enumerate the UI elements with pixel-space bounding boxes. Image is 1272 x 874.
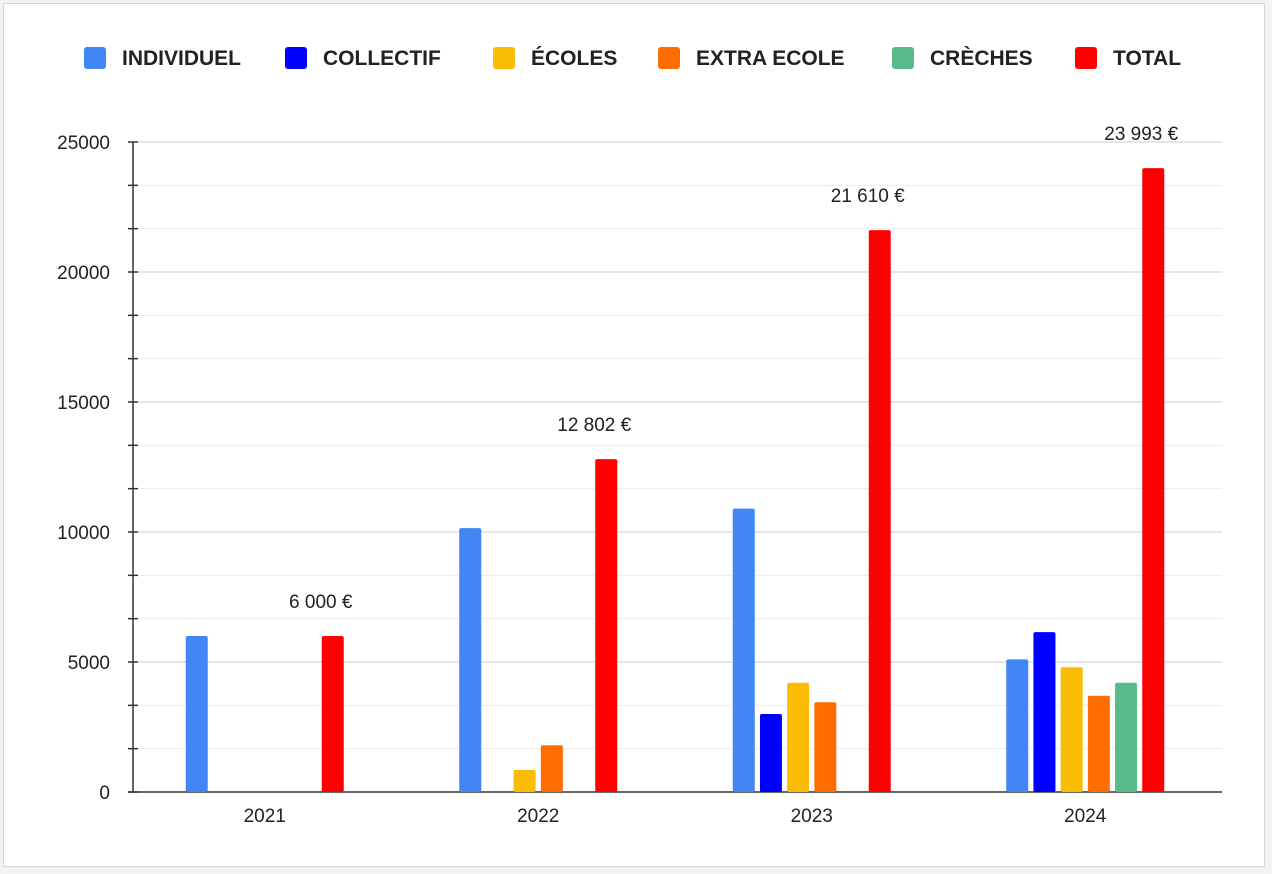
bars (185, 168, 1165, 792)
bar-extra-ecole-2023 (814, 702, 837, 792)
y-tick-label: 25000 (57, 133, 110, 154)
bar-extra-ecole-2022 (540, 745, 563, 792)
legend-label: ÉCOLES (531, 47, 617, 70)
y-tick-label: 10000 (57, 523, 110, 544)
bar-total-2022 (595, 459, 618, 792)
legend-swatch (1075, 47, 1097, 69)
bar-total-2024 (1142, 168, 1165, 792)
legend-label: COLLECTIF (323, 47, 441, 70)
legend-swatch (84, 47, 106, 69)
bar-individuel-2023 (732, 508, 755, 792)
bar-extra-ecole-2024 (1087, 695, 1110, 792)
bar-cr-ches-2024 (1115, 682, 1138, 792)
data-labels: 6 000 € 12 802 € 21 610 € 23 993 € (289, 124, 1179, 613)
total-data-label: 12 802 € (557, 415, 631, 436)
bar-collectif-2024 (1033, 632, 1056, 792)
bar-individuel-2022 (459, 528, 482, 792)
legend-label: CRÈCHES (930, 47, 1033, 70)
bar--coles-2024 (1060, 667, 1083, 792)
bar-total-2021 (321, 636, 344, 792)
bar-total-2023 (868, 230, 891, 792)
legend-label: EXTRA ECOLE (696, 47, 845, 70)
bar-individuel-2024 (1006, 659, 1029, 792)
legend: INDIVIDUEL COLLECTIF ÉCOLES EXTRA ECOLE CRÈC… (84, 47, 1181, 70)
legend-label: TOTAL (1113, 47, 1181, 70)
legend-item: INDIVIDUEL (84, 47, 241, 70)
bar-collectif-2023 (759, 714, 782, 792)
y-tick-label: 5000 (68, 653, 110, 674)
legend-item: COLLECTIF (285, 47, 441, 70)
legend-swatch (892, 47, 914, 69)
legend-label: INDIVIDUEL (122, 47, 241, 70)
total-data-label: 23 993 € (1104, 124, 1178, 145)
legend-item: ÉCOLES (493, 47, 617, 70)
total-data-label: 21 610 € (831, 186, 905, 207)
legend-swatch (658, 47, 680, 69)
total-data-label: 6 000 € (289, 592, 353, 613)
gridlines (128, 141, 1222, 750)
legend-swatch (493, 47, 515, 69)
legend-item: EXTRA ECOLE (658, 47, 845, 70)
bar--coles-2022 (513, 769, 536, 792)
legend-item: TOTAL (1075, 47, 1181, 70)
y-tick-label: 20000 (57, 263, 110, 284)
x-tick-label: 2023 (791, 806, 833, 827)
y-tick-label: 0 (99, 783, 110, 804)
x-tick-label: 2024 (1064, 806, 1107, 827)
y-tick-label: 15000 (57, 393, 110, 414)
legend-swatch (285, 47, 307, 69)
x-tick-label: 2021 (244, 806, 286, 827)
x-tick-label: 2022 (517, 806, 559, 827)
bar--coles-2023 (787, 682, 810, 792)
legend-item: CRÈCHES (892, 47, 1033, 70)
bar-individuel-2021 (185, 636, 208, 792)
